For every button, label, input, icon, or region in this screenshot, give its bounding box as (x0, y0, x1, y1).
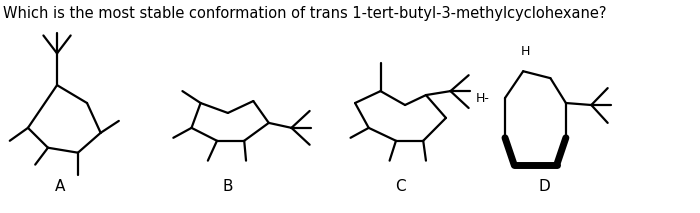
Text: H: H (522, 45, 531, 58)
Text: C: C (395, 179, 406, 194)
Text: B: B (223, 179, 233, 194)
Text: Which is the most stable conformation of trans 1-​tert-butyl-3-methylcyclohexane: Which is the most stable conformation of… (3, 6, 606, 21)
Text: A: A (55, 179, 65, 194)
Text: H-: H- (476, 92, 489, 105)
Text: D: D (538, 179, 550, 194)
